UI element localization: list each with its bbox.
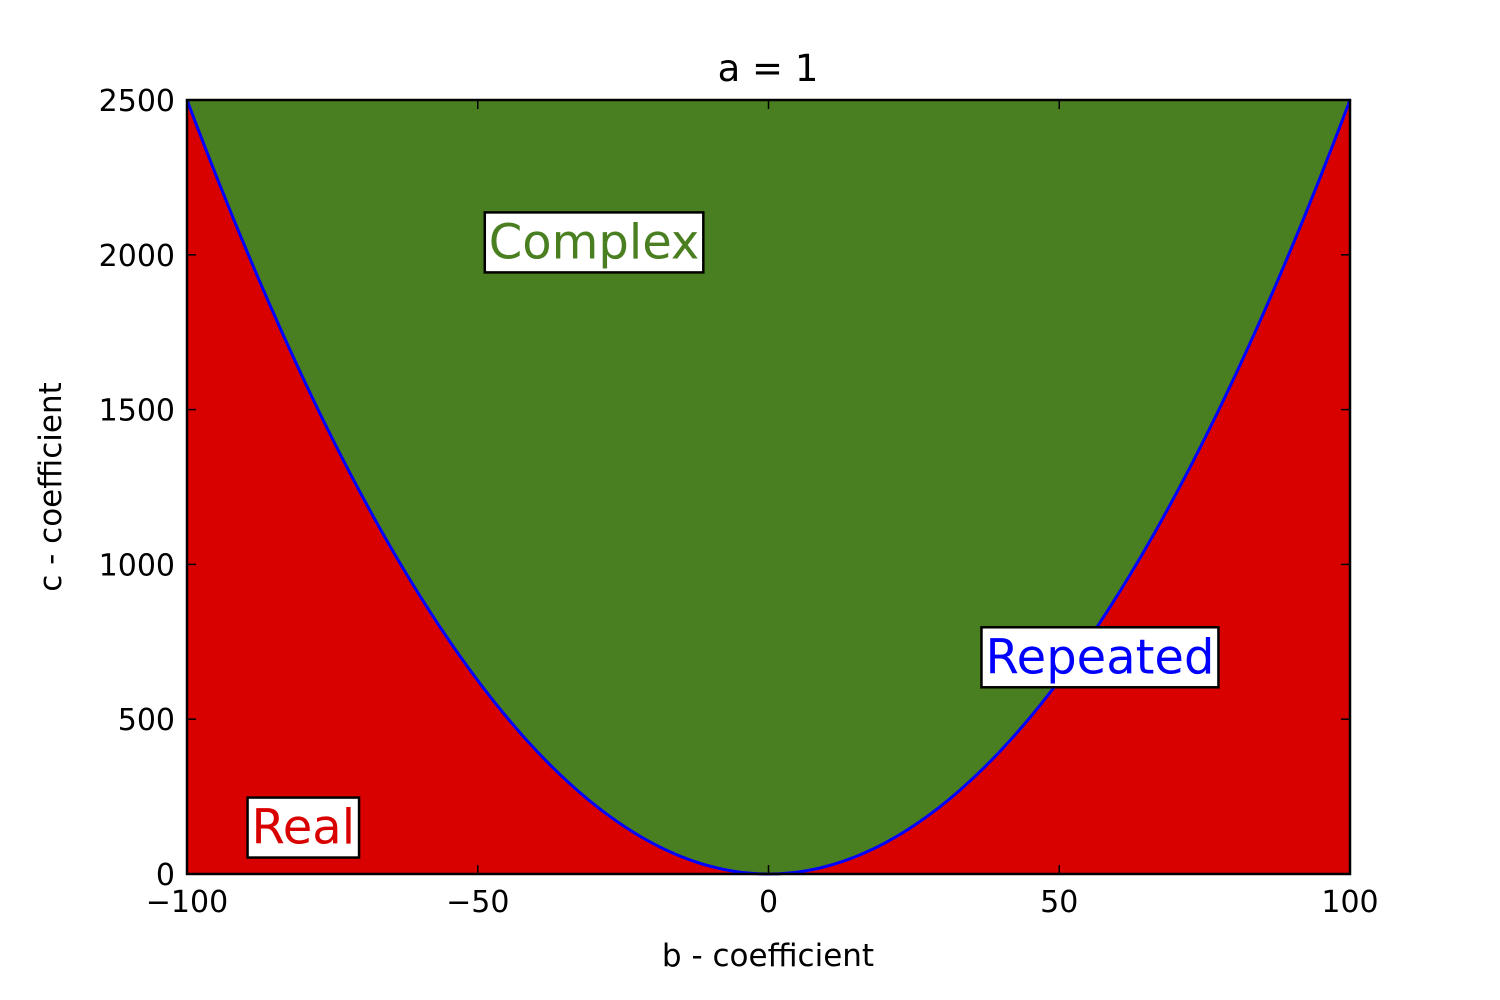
y-axis-label: c - coefficient [33,382,69,592]
x-tick-label: −100 [146,885,228,920]
plot-area [185,99,1352,876]
annotation-real-box [246,796,361,859]
y-tick-label: 1000 [99,548,175,583]
annotations: Complex Repeated Real [246,211,1220,859]
x-tick-label: 100 [1321,885,1378,920]
annotation-real-label: Real [252,800,355,856]
annotation-complex-box [483,211,705,274]
y-tick-label: 0 [156,858,175,893]
annotation-complex: Complex [483,211,705,274]
annotation-repeated-label: Repeated [985,629,1214,685]
y-tick-label: 2500 [99,84,175,119]
y-tick-label: 500 [118,703,175,738]
annotation-repeated: Repeated [980,626,1220,689]
chart-text: a = 1 b - coefficient c - coefficient [33,47,874,974]
annotation-repeated-box [980,626,1220,689]
y-tick-label: 1500 [99,394,175,429]
x-tick-label: −50 [446,885,509,920]
chart-title: a = 1 [718,47,819,90]
annotation-real: Real [246,796,361,859]
annotation-complex-label: Complex [489,214,700,270]
x-tick-label: 50 [1040,885,1078,920]
x-tick-label: 0 [759,885,778,920]
y-tick-label: 2000 [99,239,175,274]
x-axis-label: b - coefficient [662,938,874,974]
